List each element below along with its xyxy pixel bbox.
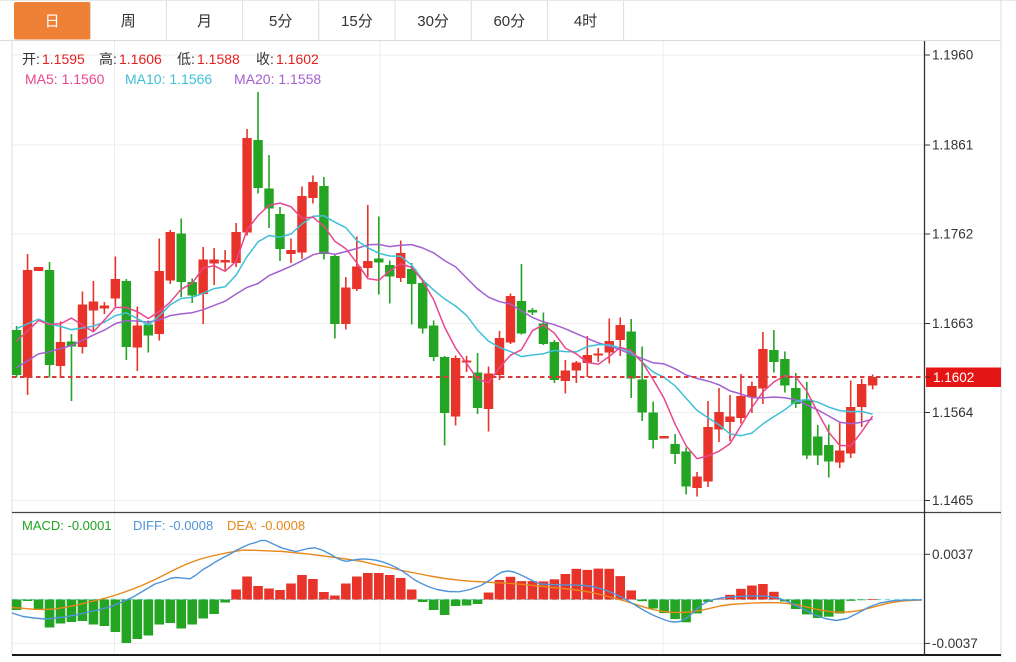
svg-text:1.1595: 1.1595 [42,51,85,67]
svg-text:-0.0037: -0.0037 [932,636,978,651]
svg-text:收:: 收: [256,51,274,67]
svg-text:4时: 4时 [574,13,597,30]
svg-text:1.1663: 1.1663 [932,316,973,331]
svg-text:周: 周 [121,13,136,30]
svg-text:月: 月 [197,13,212,30]
svg-text:1.1762: 1.1762 [932,227,973,242]
svg-text:1.1960: 1.1960 [932,48,973,63]
svg-text:1.1602: 1.1602 [276,51,319,67]
svg-text:开:: 开: [22,51,40,67]
svg-text:MA20: 1.1558: MA20: 1.1558 [234,71,321,87]
svg-text:DEA: -0.0008: DEA: -0.0008 [227,518,305,533]
svg-text:5分: 5分 [269,13,292,30]
svg-text:1.1861: 1.1861 [932,138,973,153]
svg-text:60分: 60分 [493,13,525,30]
svg-text:高:: 高: [99,51,117,67]
svg-text:1.1588: 1.1588 [197,51,240,67]
svg-text:1.1564: 1.1564 [932,405,974,420]
svg-text:DIFF: -0.0008: DIFF: -0.0008 [133,518,213,533]
svg-text:MA5: 1.1560: MA5: 1.1560 [25,71,105,87]
svg-text:1.1465: 1.1465 [932,493,973,508]
svg-text:日: 日 [45,13,60,30]
svg-text:低:: 低: [177,51,195,67]
svg-text:0.0037: 0.0037 [932,547,973,562]
svg-text:1.1606: 1.1606 [119,51,162,67]
svg-text:1.1602: 1.1602 [933,370,974,385]
svg-text:15分: 15分 [341,13,373,30]
svg-text:MACD: -0.0001: MACD: -0.0001 [22,518,112,533]
svg-text:30分: 30分 [417,13,449,30]
svg-text:MA10: 1.1566: MA10: 1.1566 [125,71,212,87]
